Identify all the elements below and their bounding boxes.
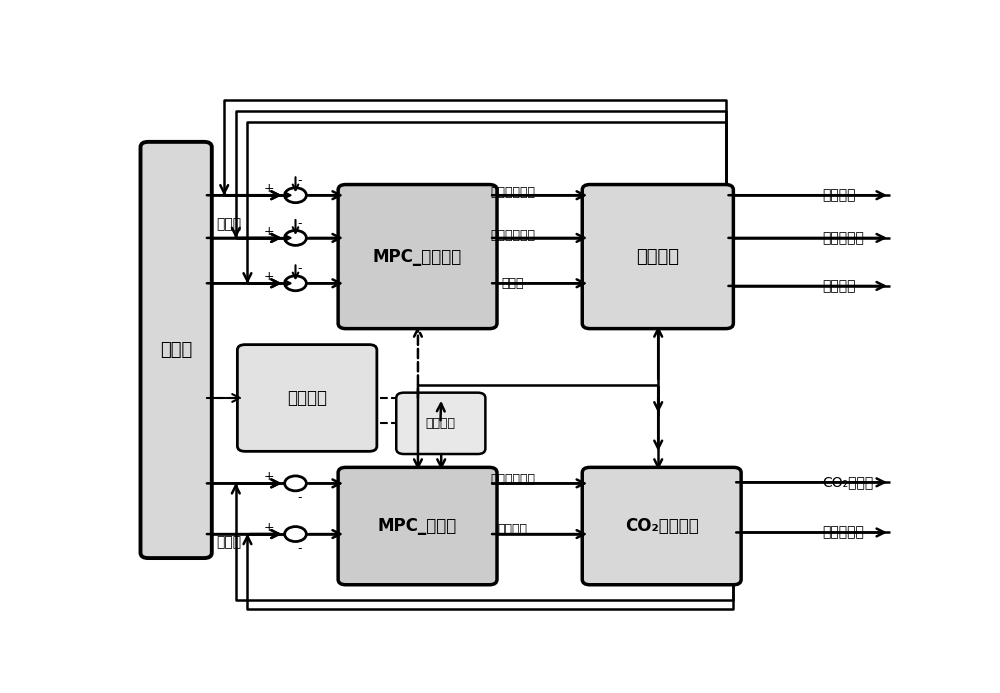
Text: +: +: [264, 521, 274, 534]
Text: -: -: [297, 542, 302, 555]
Text: CO₂捕集率: CO₂捕集率: [822, 475, 874, 489]
Text: +: +: [264, 225, 274, 238]
Text: 设定值: 设定值: [216, 535, 242, 549]
Text: 汽机阀门开度: 汽机阀门开度: [490, 186, 535, 199]
FancyBboxPatch shape: [338, 467, 497, 585]
Text: 主汽压力: 主汽压力: [822, 279, 856, 293]
Text: 汽机抽汽流量: 汽机抽汽流量: [490, 473, 535, 486]
Text: -: -: [297, 175, 302, 187]
Text: -: -: [297, 217, 302, 230]
Text: MPC_燃煤电站: MPC_燃煤电站: [373, 247, 462, 265]
Text: 烟气预估: 烟气预估: [426, 416, 456, 430]
FancyBboxPatch shape: [582, 467, 741, 585]
FancyBboxPatch shape: [396, 393, 485, 454]
Text: CO₂捕集系统: CO₂捕集系统: [625, 517, 699, 535]
Text: 调度层: 调度层: [160, 341, 192, 359]
FancyBboxPatch shape: [582, 184, 733, 328]
Text: +: +: [264, 182, 274, 195]
Text: +: +: [264, 270, 274, 283]
Text: 模式选择: 模式选择: [287, 389, 327, 407]
Text: 给煤量: 给煤量: [501, 277, 524, 290]
Text: 设定值: 设定值: [216, 218, 242, 231]
Text: 再沸器温度: 再沸器温度: [822, 525, 864, 539]
FancyBboxPatch shape: [140, 142, 212, 558]
Text: 贫液流量: 贫液流量: [498, 523, 528, 536]
FancyBboxPatch shape: [237, 344, 377, 451]
Text: -: -: [297, 491, 302, 505]
Text: MPC_碳捕集: MPC_碳捕集: [378, 517, 457, 535]
FancyBboxPatch shape: [338, 184, 497, 328]
Text: -: -: [297, 263, 302, 275]
Text: 燃煤电站: 燃煤电站: [636, 247, 679, 265]
Text: 给水阀门开度: 给水阀门开度: [490, 229, 535, 242]
Text: 中间点焓值: 中间点焓值: [822, 231, 864, 245]
Text: +: +: [264, 471, 274, 484]
Text: 输出功率: 输出功率: [822, 188, 856, 202]
